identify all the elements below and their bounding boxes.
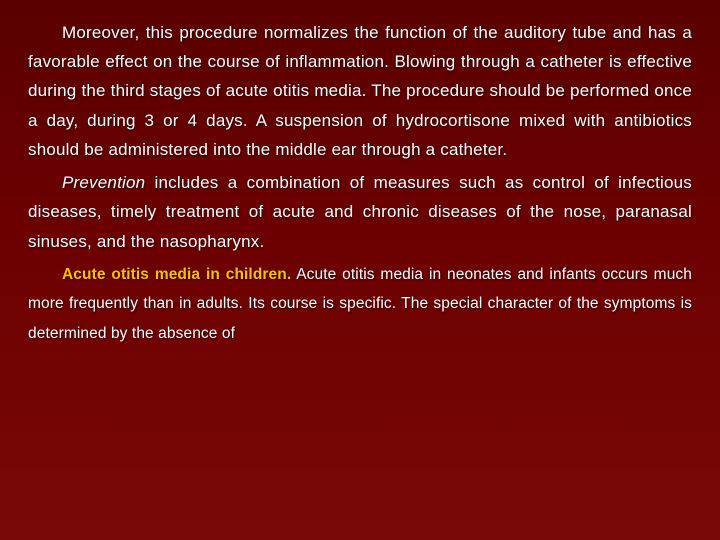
children-section-title: Acute otitis media in children. [62,266,291,283]
prevention-lead: Prevention [62,173,145,192]
paragraph-prevention: Prevention includes a combination of mea… [28,168,692,256]
paragraph-children: Acute otitis media in children. Acute ot… [28,260,692,348]
paragraph-procedure: Moreover, this procedure normalizes the … [28,18,692,164]
